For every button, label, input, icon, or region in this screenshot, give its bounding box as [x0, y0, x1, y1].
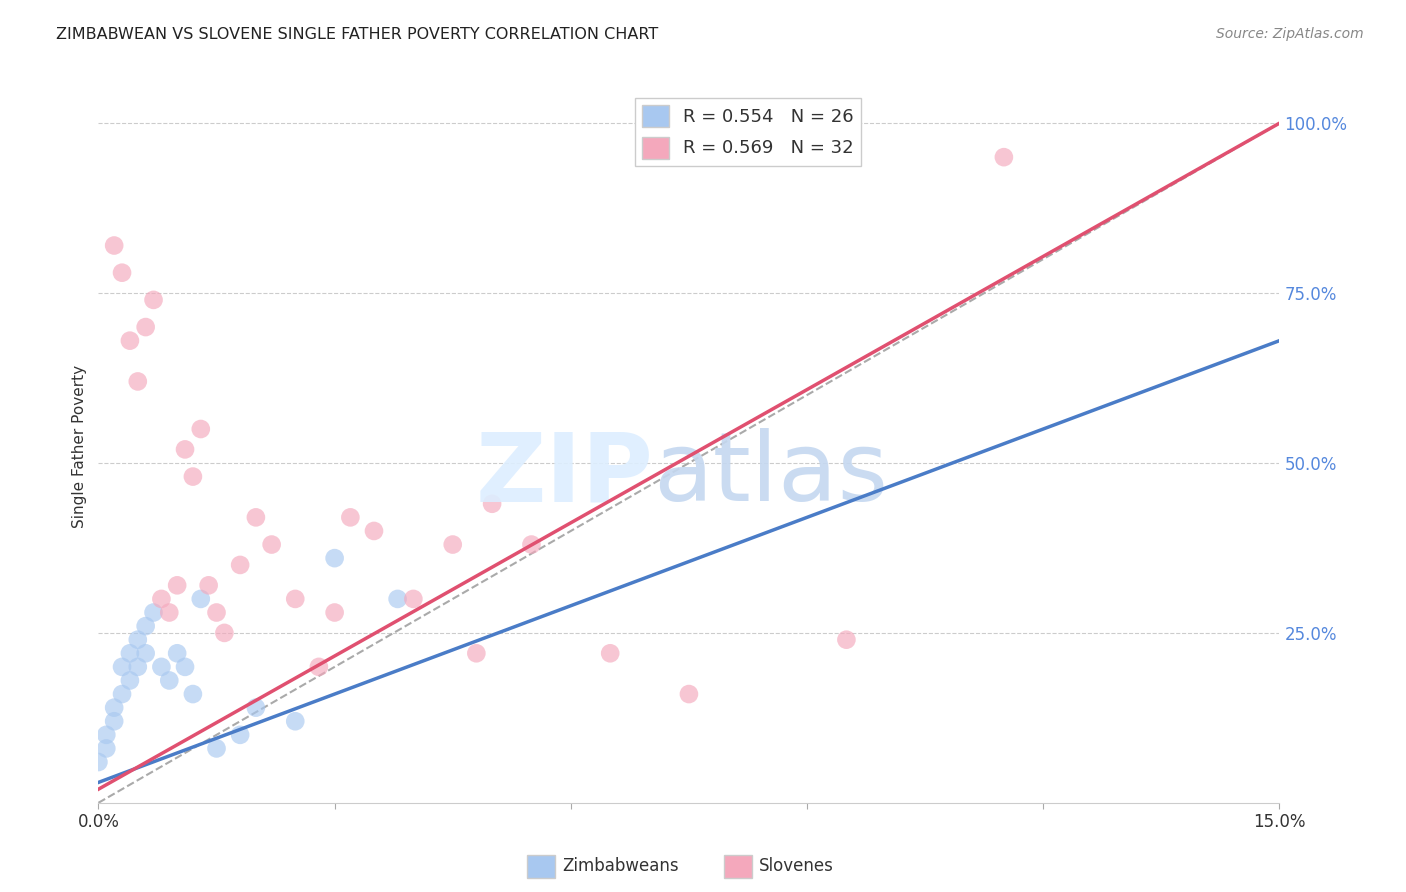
Text: ZIMBABWEAN VS SLOVENE SINGLE FATHER POVERTY CORRELATION CHART: ZIMBABWEAN VS SLOVENE SINGLE FATHER POVE…: [56, 27, 658, 42]
Point: [87, 755, 110, 769]
Point: [96, 728, 118, 742]
Point: [166, 646, 188, 660]
Point: [363, 524, 385, 538]
Point: [441, 537, 464, 551]
Point: [260, 537, 283, 551]
Text: atlas: atlas: [654, 428, 889, 521]
Point: [520, 537, 543, 551]
Point: [481, 497, 503, 511]
Point: [103, 238, 125, 252]
Text: Slovenes: Slovenes: [759, 857, 834, 875]
Text: Zimbabweans: Zimbabweans: [562, 857, 679, 875]
Point: [339, 510, 361, 524]
Point: [174, 442, 197, 457]
Point: [135, 646, 157, 660]
Point: [284, 591, 307, 606]
Point: [111, 687, 134, 701]
Point: [181, 469, 204, 483]
Point: [229, 558, 252, 572]
Point: [103, 700, 125, 714]
Point: [142, 293, 165, 307]
Point: [229, 728, 252, 742]
Point: [135, 320, 157, 334]
Point: [387, 591, 409, 606]
Point: [835, 632, 858, 647]
Point: [678, 687, 700, 701]
Point: [135, 619, 157, 633]
Point: [308, 660, 330, 674]
Point: [181, 687, 204, 701]
Point: [142, 606, 165, 620]
Point: [111, 266, 134, 280]
Point: [103, 714, 125, 729]
Point: [323, 551, 346, 566]
Point: [166, 578, 188, 592]
Point: [127, 375, 149, 389]
Point: [190, 422, 212, 436]
Point: [118, 334, 141, 348]
Point: [214, 626, 236, 640]
Point: [157, 606, 180, 620]
Point: [127, 660, 149, 674]
Point: [993, 150, 1015, 164]
Point: [190, 591, 212, 606]
Point: [205, 606, 228, 620]
Point: [205, 741, 228, 756]
Text: ZIP: ZIP: [475, 428, 654, 521]
Point: [197, 578, 219, 592]
Point: [465, 646, 488, 660]
Point: [150, 591, 173, 606]
Point: [118, 673, 141, 688]
Y-axis label: Single Father Poverty: Single Father Poverty: [72, 365, 87, 527]
Point: [599, 646, 621, 660]
Point: [96, 741, 118, 756]
Legend: R = 0.554   N = 26, R = 0.569   N = 32: R = 0.554 N = 26, R = 0.569 N = 32: [634, 98, 862, 166]
Point: [118, 646, 141, 660]
Point: [245, 510, 267, 524]
Point: [402, 591, 425, 606]
Point: [174, 660, 197, 674]
Text: Source: ZipAtlas.com: Source: ZipAtlas.com: [1216, 27, 1364, 41]
Point: [150, 660, 173, 674]
Point: [323, 606, 346, 620]
Point: [157, 673, 180, 688]
Point: [245, 700, 267, 714]
Point: [284, 714, 307, 729]
Point: [111, 660, 134, 674]
Point: [127, 632, 149, 647]
